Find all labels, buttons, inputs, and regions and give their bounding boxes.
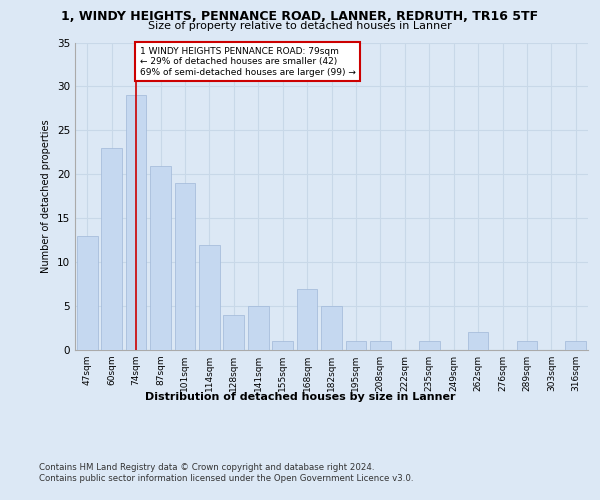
Bar bbox=[223, 315, 244, 350]
Bar bbox=[321, 306, 342, 350]
Bar bbox=[467, 332, 488, 350]
Text: 1, WINDY HEIGHTS, PENNANCE ROAD, LANNER, REDRUTH, TR16 5TF: 1, WINDY HEIGHTS, PENNANCE ROAD, LANNER,… bbox=[61, 10, 539, 23]
Bar bbox=[175, 183, 196, 350]
Text: Distribution of detached houses by size in Lanner: Distribution of detached houses by size … bbox=[145, 392, 455, 402]
Bar bbox=[150, 166, 171, 350]
Bar bbox=[370, 341, 391, 350]
Bar bbox=[199, 244, 220, 350]
Text: 1 WINDY HEIGHTS PENNANCE ROAD: 79sqm
← 29% of detached houses are smaller (42)
6: 1 WINDY HEIGHTS PENNANCE ROAD: 79sqm ← 2… bbox=[140, 47, 356, 76]
Bar bbox=[296, 288, 317, 350]
Bar bbox=[125, 95, 146, 350]
Bar bbox=[346, 341, 367, 350]
Bar bbox=[419, 341, 440, 350]
Bar bbox=[272, 341, 293, 350]
Text: Size of property relative to detached houses in Lanner: Size of property relative to detached ho… bbox=[148, 21, 452, 31]
Bar bbox=[517, 341, 538, 350]
Text: Contains public sector information licensed under the Open Government Licence v3: Contains public sector information licen… bbox=[39, 474, 413, 483]
Bar bbox=[101, 148, 122, 350]
Bar bbox=[565, 341, 586, 350]
Y-axis label: Number of detached properties: Number of detached properties bbox=[41, 120, 52, 273]
Bar bbox=[248, 306, 269, 350]
Bar bbox=[77, 236, 98, 350]
Text: Contains HM Land Registry data © Crown copyright and database right 2024.: Contains HM Land Registry data © Crown c… bbox=[39, 462, 374, 471]
